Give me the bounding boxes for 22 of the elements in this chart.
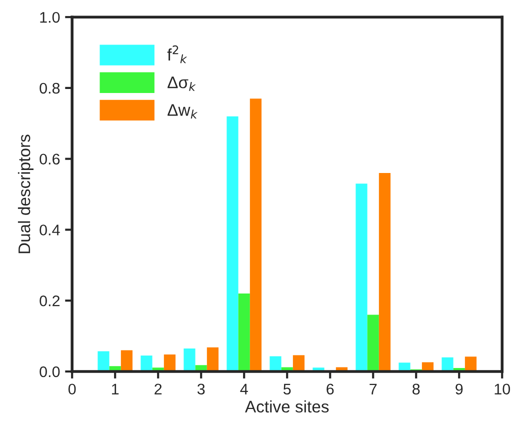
x-tick-label: 9 [456, 384, 463, 395]
x-tick-label: 1 [112, 384, 119, 394]
x-tick-label: 2 [154, 384, 162, 394]
y-axis-title: Dual descriptors [18, 134, 34, 254]
y-tick-label: 1.0 [40, 12, 60, 23]
x-tick-label: 0 [68, 384, 76, 395]
y-tick-label: 0.6 [40, 154, 60, 165]
x-tick-label: 6 [326, 384, 334, 395]
x-tick-label: 4 [240, 384, 248, 394]
legend-label: f$^{2}$$_{k}$ [167, 45, 188, 64]
y-tick-label: 0.2 [40, 295, 60, 306]
y-tick-label: 0.8 [40, 82, 60, 94]
x-tick-label: 5 [283, 384, 291, 395]
legend-label: Δσ$_{k}$ [168, 76, 196, 91]
x-tick-label: 3 [197, 384, 205, 395]
x-tick-label: 8 [412, 384, 420, 395]
legend-label: Δw$_{k}$ [168, 104, 198, 118]
x-tick-label: 10 [494, 384, 510, 395]
x-axis-title: Active sites [245, 400, 329, 413]
y-tick-label: 0.4 [40, 224, 60, 236]
x-tick-label: 7 [370, 384, 377, 394]
y-tick-label: 0.0 [40, 366, 60, 378]
